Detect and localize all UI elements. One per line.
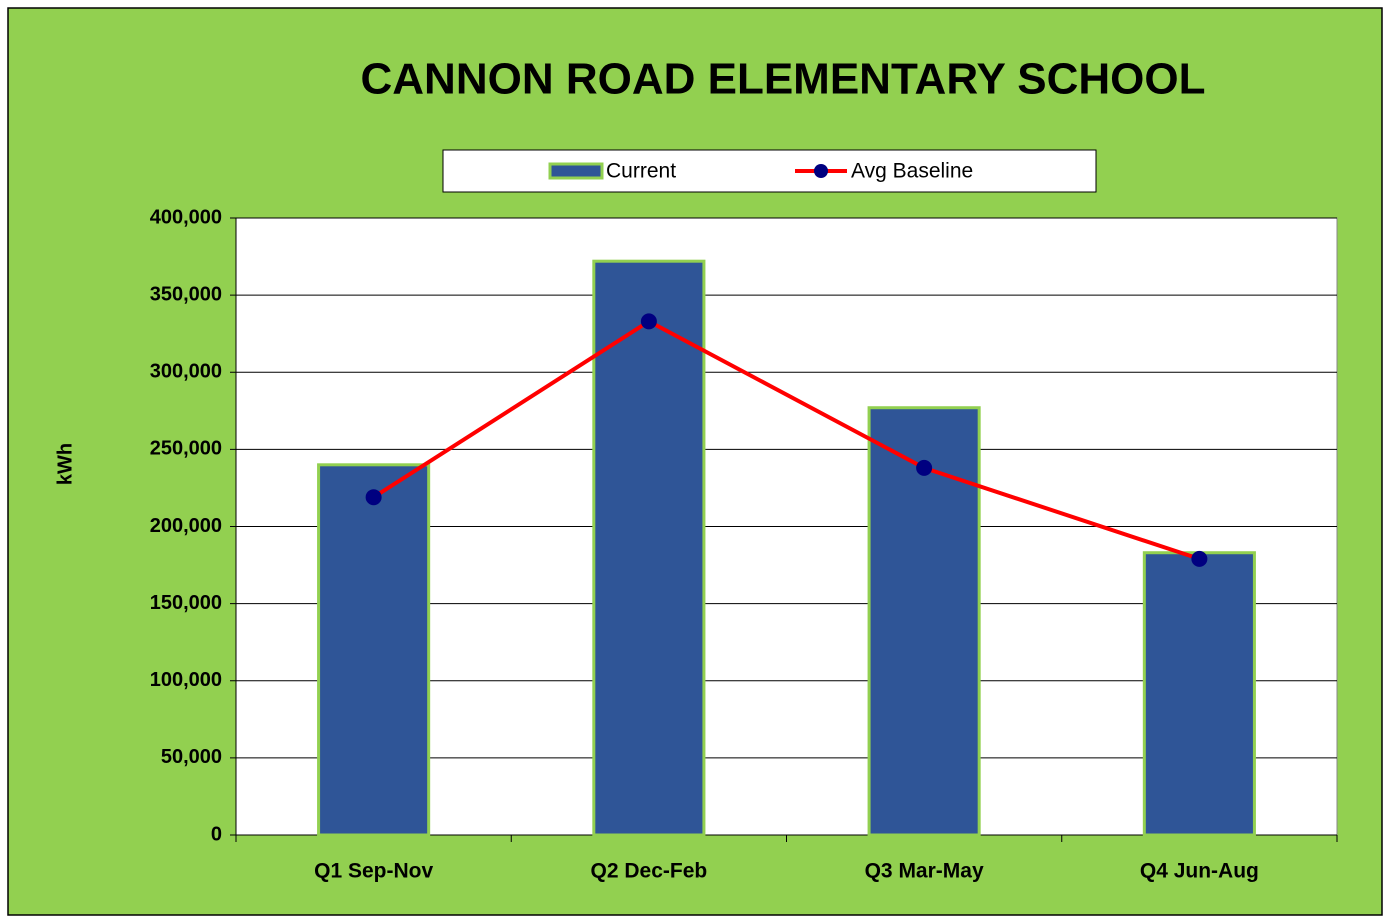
- legend-label: Current: [606, 160, 676, 183]
- y-axis-label: kWh: [54, 443, 76, 485]
- legend-swatch: [548, 162, 604, 180]
- y-tick-label: 250,000: [150, 438, 222, 460]
- marker: [640, 313, 657, 330]
- y-tick-label: 400,000: [150, 206, 222, 228]
- y-tick-label: 350,000: [150, 283, 222, 305]
- y-tick-label: 0: [211, 823, 222, 845]
- legend-label: Avg Baseline: [851, 160, 973, 183]
- bar: [1142, 551, 1256, 837]
- y-tick-label: 300,000: [150, 361, 222, 383]
- chart-title: CANNON ROAD ELEMENTARY SCHOOL: [361, 55, 1206, 104]
- x-tick-label: Q4 Jun-Aug: [1140, 860, 1259, 883]
- legend-marker: [814, 164, 828, 178]
- x-tick-label: Q2 Dec-Feb: [591, 860, 708, 883]
- line: [372, 319, 1201, 561]
- marker: [916, 459, 933, 476]
- legend-box: [442, 149, 1097, 193]
- x-tick-label: Q1 Sep-Nov: [314, 860, 433, 883]
- y-tick-label: 100,000: [150, 669, 222, 691]
- y-tick-label: 150,000: [150, 592, 222, 614]
- y-tick-label: 200,000: [150, 515, 222, 537]
- marker: [1191, 550, 1208, 567]
- marker: [365, 489, 382, 506]
- bar: [592, 259, 706, 837]
- bar: [317, 463, 431, 837]
- x-tick-label: Q3 Mar-May: [865, 860, 984, 883]
- y-tick-label: 50,000: [161, 746, 222, 768]
